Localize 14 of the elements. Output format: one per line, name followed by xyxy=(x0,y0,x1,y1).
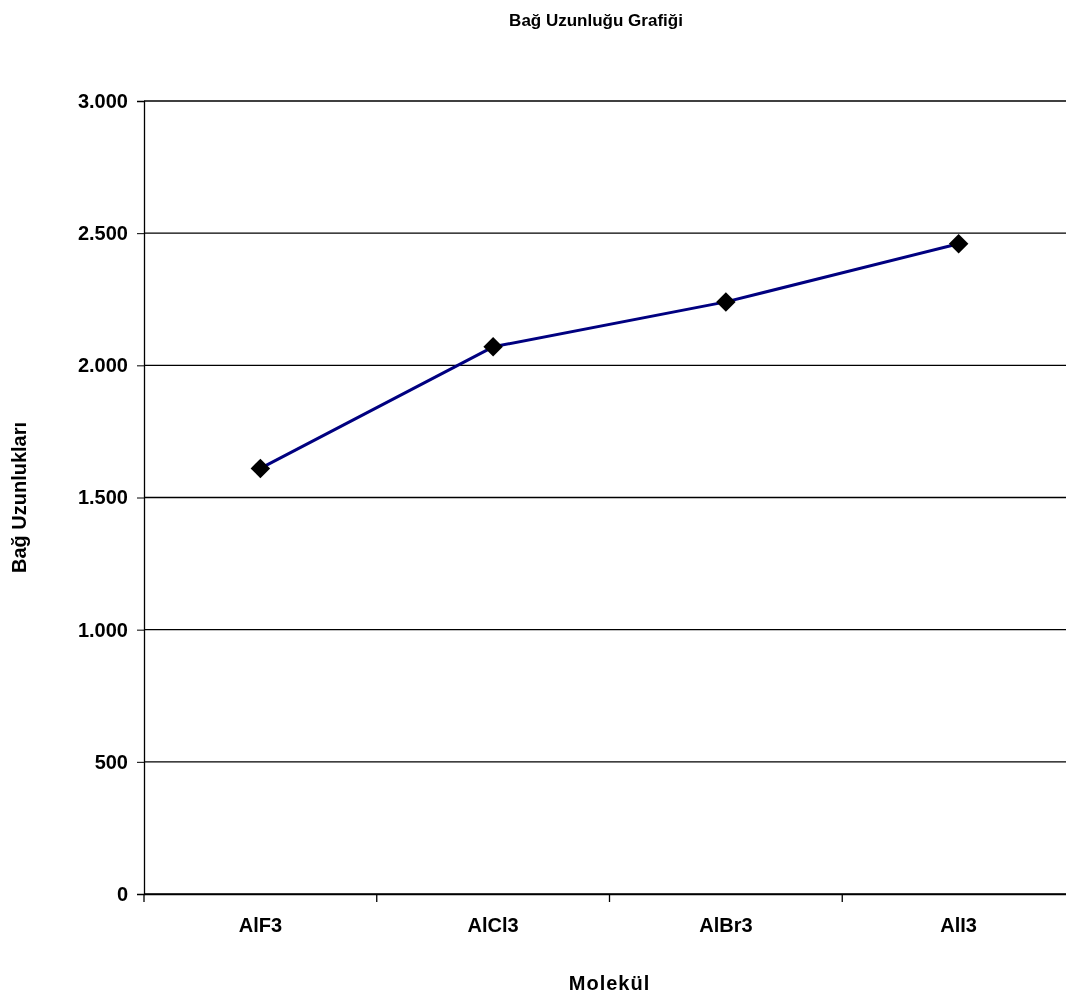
y-tick-label: 1.000 xyxy=(77,618,128,641)
x-tick-label: AlF3 xyxy=(238,914,283,937)
y-tick-label: 500 xyxy=(94,750,128,773)
y-tick-label: 2.500 xyxy=(77,222,128,245)
y-tick-label: 1.500 xyxy=(77,486,128,509)
x-tick-label: AlCl3 xyxy=(467,914,519,937)
y-axis-title: Bağ Uzunlukları xyxy=(8,421,30,574)
chart-title: Bağ Uzunluğu Grafiği xyxy=(509,11,683,30)
x-axis-title: Molekül xyxy=(568,972,651,994)
y-tick-label: 0 xyxy=(116,882,128,905)
x-tick-label: AlBr3 xyxy=(699,914,753,937)
x-tick-label: AlI3 xyxy=(940,914,977,937)
y-tick-label: 2.000 xyxy=(77,354,128,377)
y-tick-label: 3.000 xyxy=(77,89,128,112)
